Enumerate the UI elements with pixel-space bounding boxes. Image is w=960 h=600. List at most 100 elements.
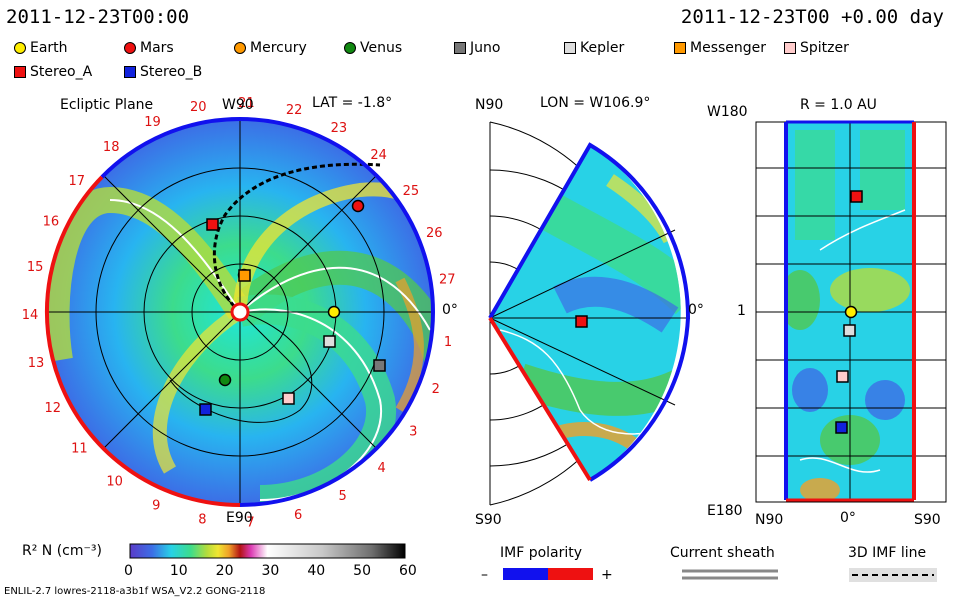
radial-x-label-right: S90 bbox=[914, 512, 941, 528]
rotation-label: 23 bbox=[331, 121, 348, 136]
meridional-right-label: 0° bbox=[688, 302, 704, 318]
rotation-label: 21 bbox=[238, 96, 255, 111]
rotation-label: 8 bbox=[198, 513, 206, 528]
ecliptic-lat-label: LAT = -1.8° bbox=[312, 95, 393, 111]
colorbar-tick-label: 10 bbox=[169, 563, 188, 579]
radial-mid-left: 1 bbox=[737, 303, 746, 319]
legend-label: Earth bbox=[30, 40, 68, 56]
rotation-label: 15 bbox=[27, 260, 44, 275]
legend-label: Spitzer bbox=[800, 40, 849, 56]
messenger-marker-icon bbox=[674, 42, 686, 54]
mercury-marker-icon bbox=[234, 42, 246, 54]
rotation-label: 25 bbox=[403, 184, 420, 199]
ecliptic-right-label: 0° bbox=[442, 302, 458, 318]
stereo-b-marker-icon bbox=[124, 66, 136, 78]
rotation-label: 16 bbox=[43, 215, 60, 230]
colorbar-tick-label: 60 bbox=[399, 563, 417, 579]
current-sheath-swatch bbox=[682, 569, 778, 580]
ecliptic-title: Ecliptic Plane bbox=[60, 97, 154, 113]
legend-label: Kepler bbox=[580, 40, 625, 56]
colorbar-tick-label: 30 bbox=[261, 563, 280, 579]
kepler-marker-icon bbox=[843, 324, 856, 337]
colorbar-tick-label: 0 bbox=[124, 563, 133, 579]
rotation-label: 3 bbox=[409, 425, 417, 440]
legend-item-mars: Mars bbox=[124, 40, 174, 56]
kepler-marker-icon bbox=[564, 42, 576, 54]
rotation-label: 17 bbox=[69, 174, 86, 189]
colorbar-tick-label: 40 bbox=[307, 563, 326, 579]
meridional-panel bbox=[488, 121, 691, 506]
imf-polarity-title: IMF polarity bbox=[500, 545, 583, 561]
spitzer-marker-icon bbox=[836, 370, 849, 383]
rotation-label: 27 bbox=[439, 273, 456, 288]
radial-bottom-left: E180 bbox=[707, 503, 743, 519]
kepler-marker-icon bbox=[323, 335, 336, 348]
rotation-label: 10 bbox=[106, 474, 123, 489]
legend-label: Juno bbox=[470, 40, 501, 56]
rotation-label: 13 bbox=[28, 356, 45, 371]
legend-item-stereo-a: Stereo_A bbox=[14, 64, 92, 80]
rotation-label: 14 bbox=[22, 308, 39, 323]
legend-label: Stereo_B bbox=[140, 64, 203, 80]
legend-item-juno: Juno bbox=[454, 40, 500, 56]
earth-marker-icon bbox=[844, 305, 858, 319]
current-sheath-title: Current sheath bbox=[670, 545, 775, 561]
rotation-label: 11 bbox=[71, 441, 88, 456]
rotation-label: 4 bbox=[378, 461, 386, 476]
legend-label: Stereo_A bbox=[30, 64, 93, 80]
mars-marker-icon bbox=[351, 199, 365, 213]
date-left: 2011-12-23T00:00 bbox=[6, 6, 190, 28]
colorbar-tick-label: 20 bbox=[215, 563, 234, 579]
legend-item-kepler: Kepler bbox=[564, 40, 624, 56]
imf-minus: – bbox=[481, 567, 488, 583]
juno-marker-icon bbox=[454, 42, 466, 54]
colorbar bbox=[129, 543, 406, 559]
rotation-label: 6 bbox=[294, 508, 302, 523]
radial-title: R = 1.0 AU bbox=[800, 97, 877, 113]
rotation-label: 1 bbox=[444, 335, 452, 350]
rotation-label: 7 bbox=[246, 516, 254, 531]
imf3d-title: 3D IMF line bbox=[848, 545, 927, 561]
legend-item-stereo-b: Stereo_B bbox=[124, 64, 202, 80]
legend-label: Venus bbox=[360, 40, 403, 56]
ecliptic-bottom-label: E90 bbox=[226, 510, 253, 526]
stereo-b-marker-icon bbox=[835, 421, 848, 434]
imf-polarity-bar bbox=[503, 568, 593, 580]
stereo-a-marker-icon bbox=[14, 66, 26, 78]
legend-item-venus: Venus bbox=[344, 40, 402, 56]
legend-item-spitzer: Spitzer bbox=[784, 40, 849, 56]
rotation-label: 2 bbox=[432, 382, 440, 397]
ecliptic-top-label: W90 bbox=[222, 97, 254, 113]
colorbar-label: R² N (cm⁻³) bbox=[22, 543, 102, 559]
rotation-label: 12 bbox=[45, 401, 62, 416]
imf-line-3d bbox=[212, 162, 381, 314]
rotation-label: 26 bbox=[426, 226, 443, 241]
sun-icon bbox=[230, 302, 250, 322]
model-footer: ENLIL-2.7 lowres-2118-a3b1f WSA_V2.2 GON… bbox=[4, 586, 266, 597]
juno-marker-icon bbox=[373, 359, 386, 372]
date-right: 2011-12-23T00 +0.00 day bbox=[680, 6, 944, 28]
venus-marker-icon bbox=[218, 373, 232, 387]
legend-item-earth: Earth bbox=[14, 40, 68, 56]
imf3d-swatch bbox=[849, 568, 937, 582]
rotation-label: 5 bbox=[338, 489, 346, 504]
radial-x-label-mid: 0° bbox=[840, 510, 856, 526]
radial-x-label-left: N90 bbox=[755, 512, 784, 528]
legend-label: Messenger bbox=[690, 40, 767, 56]
rotation-label: 18 bbox=[103, 140, 120, 155]
colorbar-tick-label: 50 bbox=[353, 563, 371, 579]
spitzer-marker-icon bbox=[784, 42, 796, 54]
rotation-label: 9 bbox=[152, 499, 160, 514]
earth-marker-icon bbox=[327, 305, 341, 319]
earth-marker-icon bbox=[14, 42, 26, 54]
messenger-marker-icon bbox=[238, 269, 251, 282]
legend-item-mercury: Mercury bbox=[234, 40, 307, 56]
rotation-label: 22 bbox=[286, 103, 303, 118]
rotation-label: 24 bbox=[370, 148, 387, 163]
radial-panel bbox=[755, 120, 947, 503]
stereo-a-marker-icon bbox=[575, 315, 588, 328]
imf-plus: + bbox=[601, 567, 613, 583]
